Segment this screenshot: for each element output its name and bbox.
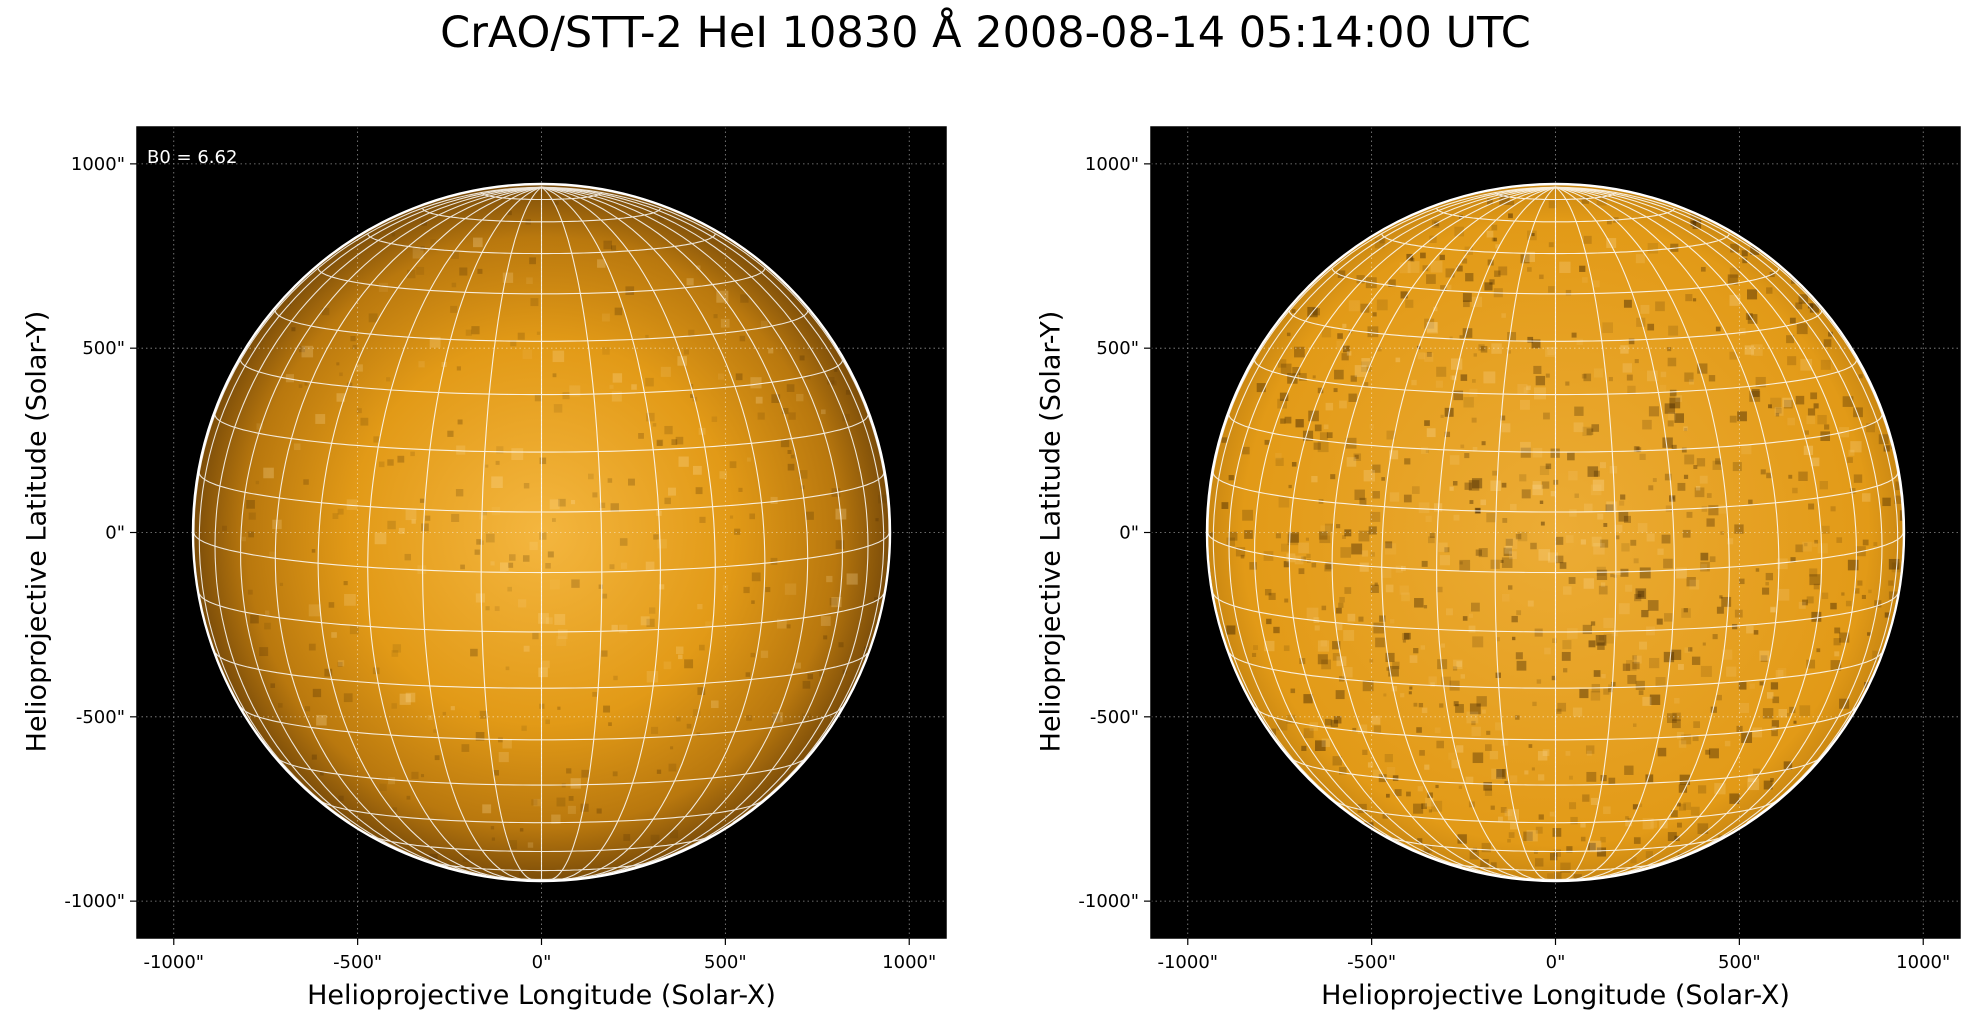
grid-parallel [1333,800,1778,824]
y-tick-label: -1000" [1078,891,1139,912]
x-tick-label: 500" [704,952,747,973]
grid-parallel [319,800,764,824]
axis-gridlines [1151,127,1960,938]
solar-limb [191,182,892,883]
x-tick-label: 0" [532,952,552,973]
grid-meridian [1555,186,1617,881]
grid-meridian [1555,186,1857,873]
x-tick-label: -500" [1347,952,1396,973]
heliographic-grid [193,186,890,881]
grid-meridian [1555,186,1730,880]
x-tick-label: -1000" [1157,952,1218,973]
grid-meridian [193,186,542,533]
grid-meridian [1436,186,1556,881]
grid-meridian [541,186,603,881]
grid-parallel [215,652,868,689]
y-tick-label: -1000" [64,891,125,912]
y-tick-label: 1000" [71,154,125,175]
grid-meridian [367,186,542,880]
x-tick-label: 500" [1718,952,1761,973]
x-tick-label: -1000" [143,952,204,973]
axis-gridlines [137,127,946,938]
x-tick-label: 0" [1546,952,1566,973]
left-x-axis-label: Helioprojective Longitude (Solar-X) [307,980,776,1011]
grid-meridian [317,186,542,879]
heliographic-grid [1207,186,1904,881]
grid-meridian [1555,186,1780,879]
grid-meridian [240,186,542,873]
y-tick-label: 0" [1119,523,1139,544]
grid-meridian [1212,186,1556,824]
y-tick-label: -500" [1090,707,1139,728]
grid-meridian [541,186,890,533]
grid-meridian [541,186,661,881]
grid-meridian [422,186,542,881]
y-tick-label: 500" [82,338,125,359]
disk-texture [1209,194,1904,881]
grid-meridian [541,186,716,880]
grid-parallel [274,310,809,342]
grid-meridian [1555,186,1904,533]
grid-meridian [1555,186,1675,881]
grid-meridian [1494,186,1556,881]
grid-meridian [1555,186,1899,824]
grid-meridian [1331,186,1556,879]
x-tick-label: 1000" [882,952,936,973]
grid-parallel [1212,472,1899,513]
figure-title: CrAO/STT-2 HeI 10830 Å 2008-08-14 05:14:… [440,8,1531,58]
y-tick-label: 0" [105,523,125,544]
grid-meridian [541,186,885,824]
right-x-axis-label: Helioprojective Longitude (Solar-X) [1321,980,1790,1011]
grid-parallel [1254,359,1857,396]
disk-texture [222,185,887,877]
y-tick-label: -500" [76,707,125,728]
grid-parallel [1288,310,1823,342]
grid-parallel [198,472,885,513]
grid-meridian [541,186,843,873]
b0-annotation: B0 = 6.62 [147,147,237,168]
y-tick-label: 500" [1096,338,1139,359]
x-tick-label: 1000" [1896,952,1950,973]
grid-meridian [198,186,542,824]
grid-meridian [1254,186,1556,873]
grid-meridian [1381,186,1556,880]
y-tick-label: 1000" [1085,154,1139,175]
grid-parallel [240,359,843,396]
right-y-axis-label: Helioprojective Latitude (Solar-Y) [1035,310,1067,752]
grid-parallel [1229,652,1882,689]
solar-limb [1205,182,1906,883]
grid-meridian [480,186,542,881]
grid-meridian [1207,186,1556,533]
grid-meridian [541,186,766,879]
x-tick-label: -500" [333,952,382,973]
